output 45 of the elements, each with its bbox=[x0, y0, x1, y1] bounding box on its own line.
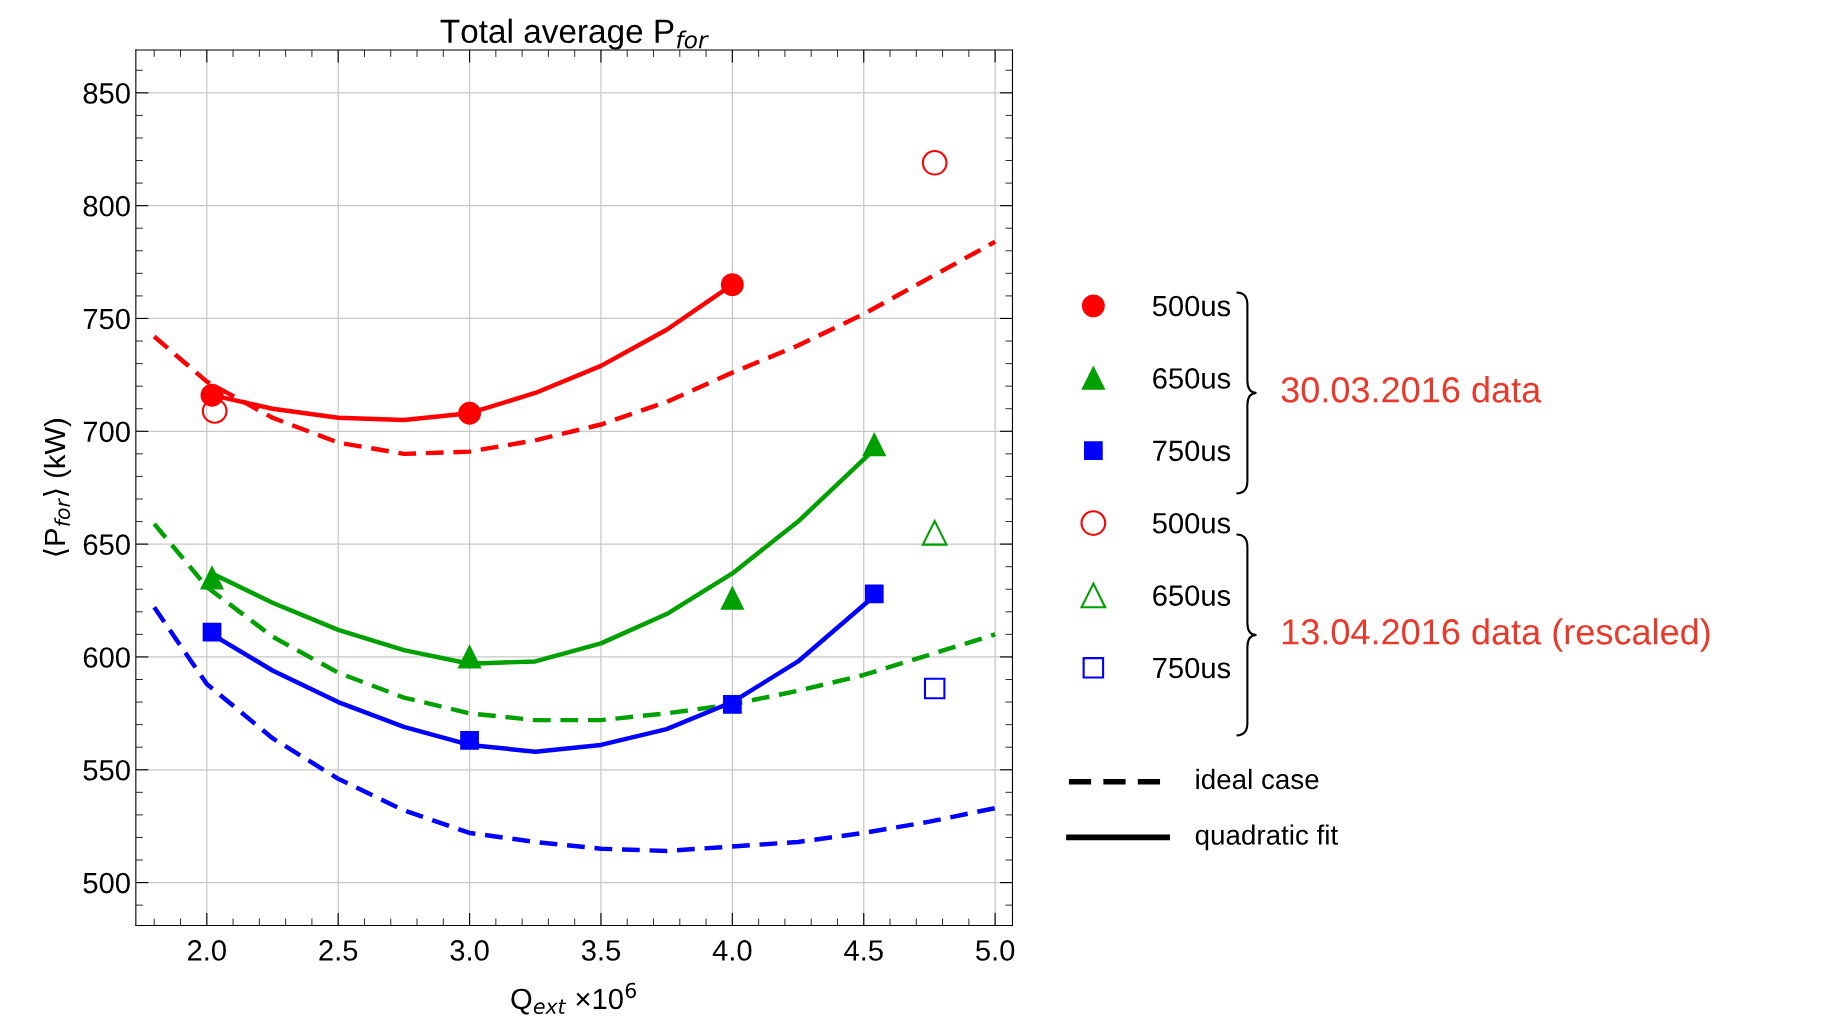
point bbox=[921, 149, 948, 176]
x-axis-title: Q$_{ext}$ ×10$^{6}$ bbox=[511, 982, 636, 1015]
y-tick-label: 650 bbox=[83, 534, 130, 555]
point bbox=[921, 519, 948, 546]
legend-label: 500us bbox=[1152, 512, 1231, 534]
point bbox=[202, 622, 222, 642]
x-tick-label: 3.0 bbox=[450, 940, 489, 961]
legend-label: 750us bbox=[1153, 440, 1231, 462]
chart-title: Total average P$_{for}$ bbox=[440, 18, 709, 50]
line-series bbox=[152, 521, 998, 723]
y-tick-label: 700 bbox=[83, 421, 130, 443]
point bbox=[460, 731, 479, 750]
text: quadratic fit bbox=[1195, 824, 1338, 851]
y-tick-label: 500 bbox=[83, 872, 130, 894]
x-tick-label: 4.0 bbox=[712, 940, 752, 961]
x-tick-label: 5.0 bbox=[976, 940, 1015, 961]
y-tick-label: 750 bbox=[83, 308, 130, 330]
point bbox=[722, 694, 742, 714]
y-tick-label: 600 bbox=[83, 647, 130, 668]
point bbox=[720, 273, 744, 297]
legend-label: 750us bbox=[1153, 657, 1231, 679]
legend-label: 500us bbox=[1152, 295, 1231, 317]
point bbox=[201, 398, 228, 424]
point bbox=[200, 566, 224, 590]
legend-label: 650us bbox=[1153, 585, 1231, 606]
x-tick-label: 4.5 bbox=[844, 940, 883, 961]
text: ideal case bbox=[1196, 768, 1319, 790]
x-tick-label: 3.5 bbox=[581, 940, 621, 961]
point bbox=[864, 584, 884, 604]
y-tick-label: 850 bbox=[83, 83, 130, 104]
x-tick-label: 2.0 bbox=[187, 940, 226, 961]
point bbox=[862, 433, 886, 457]
point bbox=[923, 677, 946, 700]
point bbox=[458, 401, 482, 425]
legend-label: 650us bbox=[1153, 368, 1231, 389]
point bbox=[720, 586, 744, 610]
y-tick-label: 550 bbox=[83, 759, 130, 781]
line-series bbox=[152, 239, 998, 457]
x-tick-label: 2.5 bbox=[319, 940, 358, 961]
line-series bbox=[152, 605, 998, 854]
point bbox=[458, 645, 482, 669]
y-tick-label: 800 bbox=[83, 195, 130, 217]
y-axis-title: ⟨P$_{for}$⟩ (kW) bbox=[42, 419, 72, 556]
text: 13.04.2016 data (rescaled) bbox=[1282, 618, 1710, 652]
text: 30.03.2016 data bbox=[1281, 376, 1542, 403]
